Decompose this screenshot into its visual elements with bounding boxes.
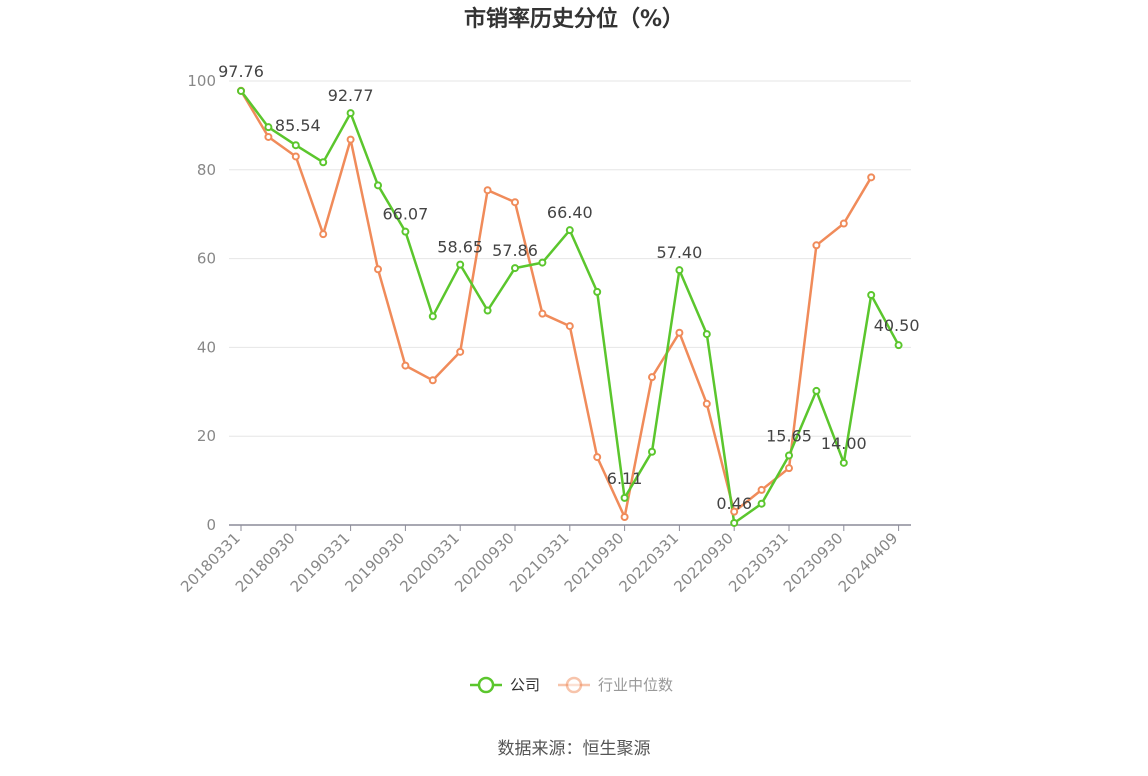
data-point[interactable] — [702, 330, 711, 339]
data-label: 57.40 — [656, 243, 702, 262]
data-label: 92.77 — [328, 86, 374, 105]
data-point[interactable] — [291, 152, 300, 161]
data-point[interactable] — [511, 264, 519, 273]
legend-item-industry[interactable]: 行业中位数 — [558, 676, 673, 694]
data-point[interactable] — [593, 453, 602, 462]
data-point[interactable] — [648, 373, 656, 382]
data-point[interactable] — [648, 447, 656, 456]
chart-title: 市销率历史分位（%） — [464, 6, 684, 32]
y-tick-label: 60 — [197, 250, 216, 268]
grid-lines — [229, 80, 911, 437]
series-line-industry — [239, 90, 873, 519]
series-lines — [239, 90, 900, 525]
data-point[interactable] — [374, 181, 382, 190]
data-point[interactable] — [565, 322, 574, 331]
data-point[interactable] — [401, 227, 410, 236]
data-label: 66.40 — [547, 203, 593, 222]
data-point[interactable] — [620, 493, 629, 502]
data-point[interactable] — [867, 173, 876, 182]
legend[interactable]: 公司 行业中位数 — [470, 676, 673, 694]
data-point[interactable] — [757, 485, 766, 494]
data-point[interactable] — [730, 518, 739, 527]
legend-marker — [477, 676, 495, 694]
data-point[interactable] — [264, 123, 273, 132]
x-axis: 2018033120180930201903312019093020200331… — [177, 524, 911, 596]
data-point[interactable] — [264, 132, 273, 141]
data-label: 57.86 — [492, 241, 538, 260]
data-label: 0.46 — [716, 494, 752, 513]
legend-label: 公司 — [510, 676, 540, 694]
legend-label: 行业中位数 — [598, 676, 673, 694]
y-tick-label: 20 — [197, 427, 216, 445]
data-label: 66.07 — [382, 205, 428, 224]
y-tick-label: 80 — [197, 161, 216, 179]
data-point[interactable] — [839, 458, 848, 467]
data-point[interactable] — [785, 451, 793, 460]
data-point[interactable] — [675, 328, 684, 337]
data-point[interactable] — [374, 265, 382, 274]
data-point[interactable] — [538, 309, 547, 318]
data-point[interactable] — [730, 507, 739, 516]
data-point[interactable] — [401, 361, 410, 370]
y-tick-label: 0 — [206, 516, 216, 534]
y-axis: 0 20 40 60 80 100 — [187, 72, 216, 534]
data-label: 14.00 — [821, 434, 867, 453]
source-note: 数据来源：恒生聚源 — [498, 739, 651, 759]
data-point[interactable] — [702, 399, 711, 408]
data-point[interactable] — [346, 135, 355, 144]
data-label: 58.65 — [437, 238, 483, 257]
data-labels: 97.76 85.54 92.77 66.07 58.65 57.86 66.40 6.11 5… — [218, 62, 919, 513]
data-label: 6.11 — [607, 469, 643, 488]
data-label: 85.54 — [275, 116, 321, 135]
data-point[interactable] — [839, 219, 848, 228]
data-label: 97.76 — [218, 62, 264, 81]
data-point[interactable] — [620, 513, 629, 522]
x-tick-label: 20240409 — [835, 529, 902, 596]
y-tick-label: 40 — [197, 338, 216, 356]
data-point[interactable] — [428, 312, 437, 321]
series-line-company — [240, 90, 900, 525]
legend-item-company[interactable]: 公司 — [470, 676, 540, 694]
data-point[interactable] — [428, 376, 437, 385]
data-point[interactable] — [593, 287, 602, 296]
legend-marker — [565, 676, 583, 694]
y-tick-label: 100 — [187, 72, 216, 90]
data-point[interactable] — [812, 386, 821, 395]
data-point[interactable] — [319, 230, 328, 239]
data-point[interactable] — [511, 198, 519, 207]
data-point[interactable] — [785, 464, 793, 473]
data-point[interactable] — [319, 158, 328, 167]
data-point[interactable] — [346, 109, 355, 118]
data-point[interactable] — [812, 241, 821, 250]
data-label: 15.65 — [766, 427, 812, 446]
data-point[interactable] — [538, 258, 547, 267]
data-point[interactable] — [483, 186, 492, 195]
data-label: 40.50 — [874, 316, 920, 335]
data-point[interactable] — [894, 341, 903, 350]
series-points — [237, 86, 903, 527]
data-point[interactable] — [456, 347, 465, 356]
data-point[interactable] — [456, 260, 465, 269]
data-point[interactable] — [565, 226, 574, 235]
data-point[interactable] — [483, 306, 492, 315]
data-point[interactable] — [867, 291, 876, 300]
data-point[interactable] — [237, 86, 245, 95]
data-point[interactable] — [291, 141, 300, 150]
data-point[interactable] — [757, 499, 766, 508]
data-point[interactable] — [675, 266, 684, 275]
